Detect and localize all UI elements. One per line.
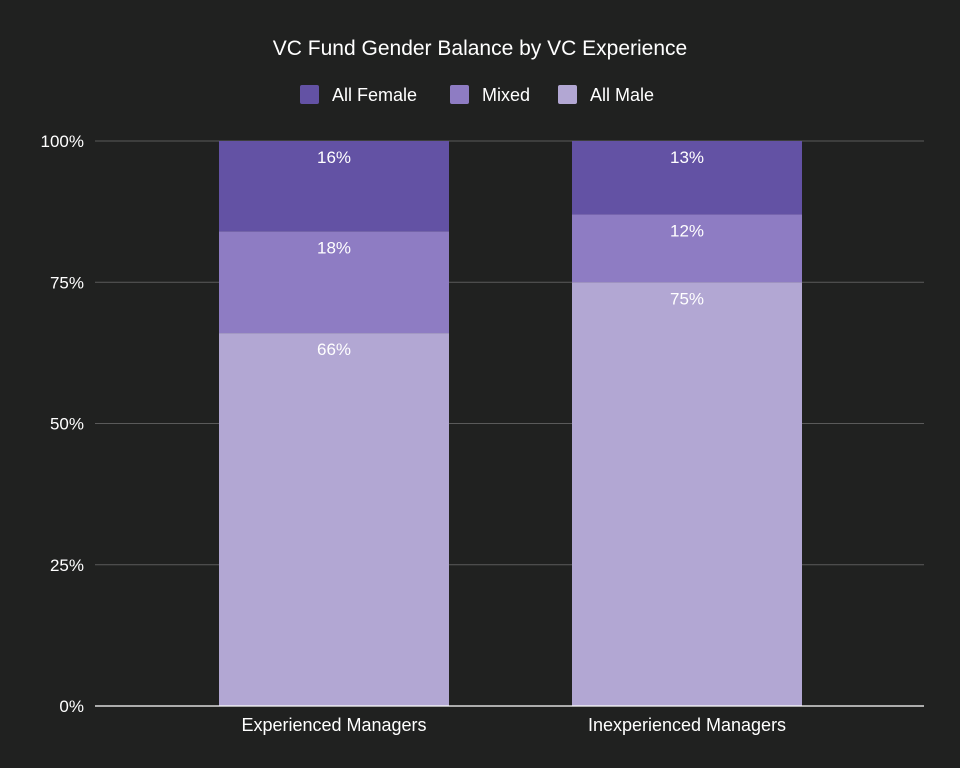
bar-segment-mixed — [572, 214, 802, 283]
x-tick-label: Experienced Managers — [241, 715, 426, 735]
legend-item-all-female: All Female — [300, 85, 417, 105]
chart-title: VC Fund Gender Balance by VC Experience — [273, 37, 687, 60]
x-axis: Experienced Managers Inexperienced Manage… — [241, 715, 786, 735]
data-label: 75% — [670, 289, 704, 308]
data-label: 18% — [317, 238, 351, 257]
bar-segment-all-female — [572, 141, 802, 215]
legend-label: All Male — [590, 85, 654, 105]
bar-segment-all-female — [219, 141, 449, 232]
bar-segment-all-male — [219, 333, 449, 706]
legend-swatch — [558, 85, 577, 104]
legend-label: All Female — [332, 85, 417, 105]
data-label: 13% — [670, 148, 704, 167]
y-tick-label: 75% — [50, 273, 84, 292]
y-tick-label: 0% — [59, 697, 84, 716]
y-axis: 0% 25% 50% 75% 100% — [41, 132, 924, 716]
bar-segment-mixed — [219, 231, 449, 334]
y-tick-label: 50% — [50, 415, 84, 434]
x-tick-label: Inexperienced Managers — [588, 715, 786, 735]
legend: All Female Mixed All Male — [300, 85, 654, 105]
bars — [219, 141, 802, 706]
data-labels: 66% 18% 16% 75% 12% 13% — [317, 148, 704, 359]
legend-label: Mixed — [482, 85, 530, 105]
data-label: 16% — [317, 148, 351, 167]
legend-swatch — [450, 85, 469, 104]
y-tick-label: 25% — [50, 556, 84, 575]
legend-swatch — [300, 85, 319, 104]
data-label: 66% — [317, 340, 351, 359]
bar-segment-all-male — [572, 282, 802, 706]
data-label: 12% — [670, 221, 704, 240]
legend-item-mixed: Mixed — [450, 85, 530, 105]
y-tick-label: 100% — [41, 132, 84, 151]
legend-item-all-male: All Male — [558, 85, 654, 105]
